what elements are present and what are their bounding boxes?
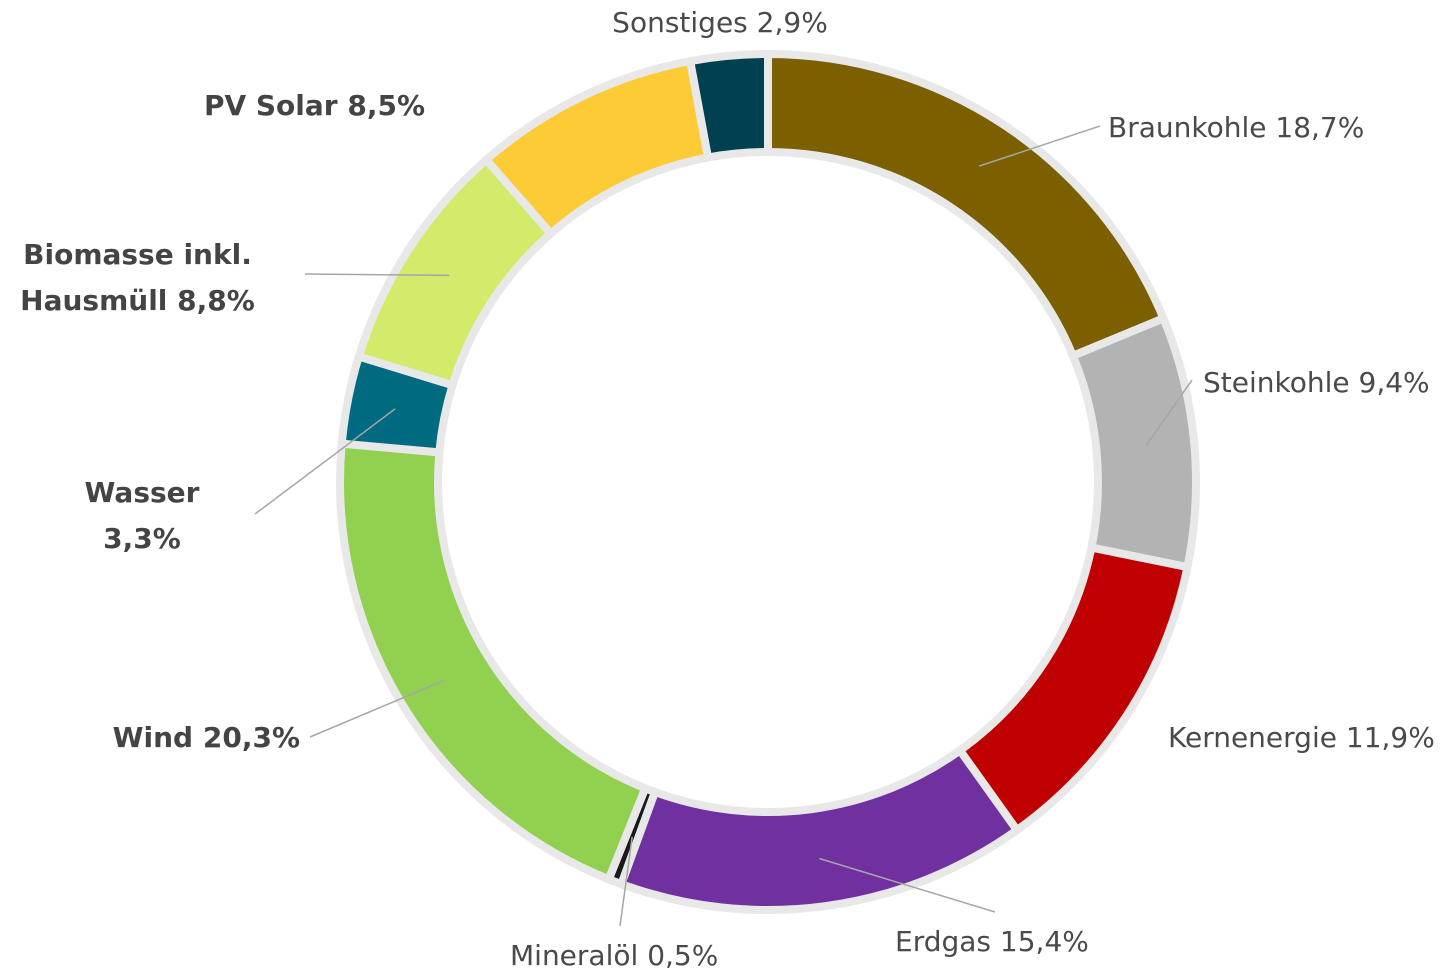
category-name: Sonstiges	[612, 6, 748, 39]
value-label: 11,9%	[1345, 721, 1435, 754]
value-label: 0,5%	[647, 939, 719, 972]
donut-segment	[336, 439, 651, 885]
value-label: 8,5%	[347, 89, 425, 122]
leader-line	[309, 679, 445, 738]
category-name: Steinkohle	[1203, 366, 1350, 399]
slice-label: PV Solar 8,5%	[150, 83, 425, 129]
slice-label: Wind 20,3%	[100, 715, 300, 761]
slice-label: Steinkohle 9,4%	[1203, 360, 1450, 406]
leader-line	[819, 857, 996, 913]
donut-segment	[616, 744, 1023, 915]
category-name: Kernenergie	[1168, 721, 1337, 754]
leader-line	[304, 273, 450, 277]
donut-segment	[764, 49, 1169, 362]
category-name: Braunkohle	[1108, 111, 1267, 144]
donut-segment	[954, 542, 1193, 836]
value-label: 3,3%	[103, 522, 181, 555]
value-label: 20,3%	[202, 721, 300, 754]
category-name: Erdgas	[895, 925, 992, 958]
value-label: 9,4%	[1358, 366, 1430, 399]
value-label: 15,4%	[999, 925, 1089, 958]
slice-label: Sonstiges 2,9%	[560, 0, 880, 46]
slice-label: Wasser 3,3%	[72, 470, 212, 562]
value-label: 18,7%	[1275, 111, 1365, 144]
category-name: Wasser	[84, 476, 200, 509]
slice-label: Kernenergie 11,9%	[1168, 715, 1450, 761]
donut-segment	[685, 49, 772, 163]
slice-label: Braunkohle 18,7%	[1108, 105, 1428, 151]
value-label: 2,9%	[756, 6, 828, 39]
category-name: PV Solar	[203, 89, 338, 122]
slice-label: Mineralöl 0,5%	[510, 933, 770, 979]
leader-line	[978, 125, 1101, 167]
slice-label: Biomasse inkl. Hausmüll 8,8%	[10, 232, 265, 324]
leader-line	[1145, 379, 1193, 446]
donut-segment	[1067, 313, 1200, 572]
leader-line	[254, 408, 396, 515]
value-label: 8,8%	[177, 284, 255, 317]
slice-label: Erdgas 15,4%	[895, 919, 1155, 965]
category-name: Mineralöl	[510, 939, 639, 972]
category-name: Wind	[112, 721, 194, 754]
leader-line	[619, 836, 633, 927]
category-name: Biomasse inkl. Hausmüll	[20, 238, 252, 317]
